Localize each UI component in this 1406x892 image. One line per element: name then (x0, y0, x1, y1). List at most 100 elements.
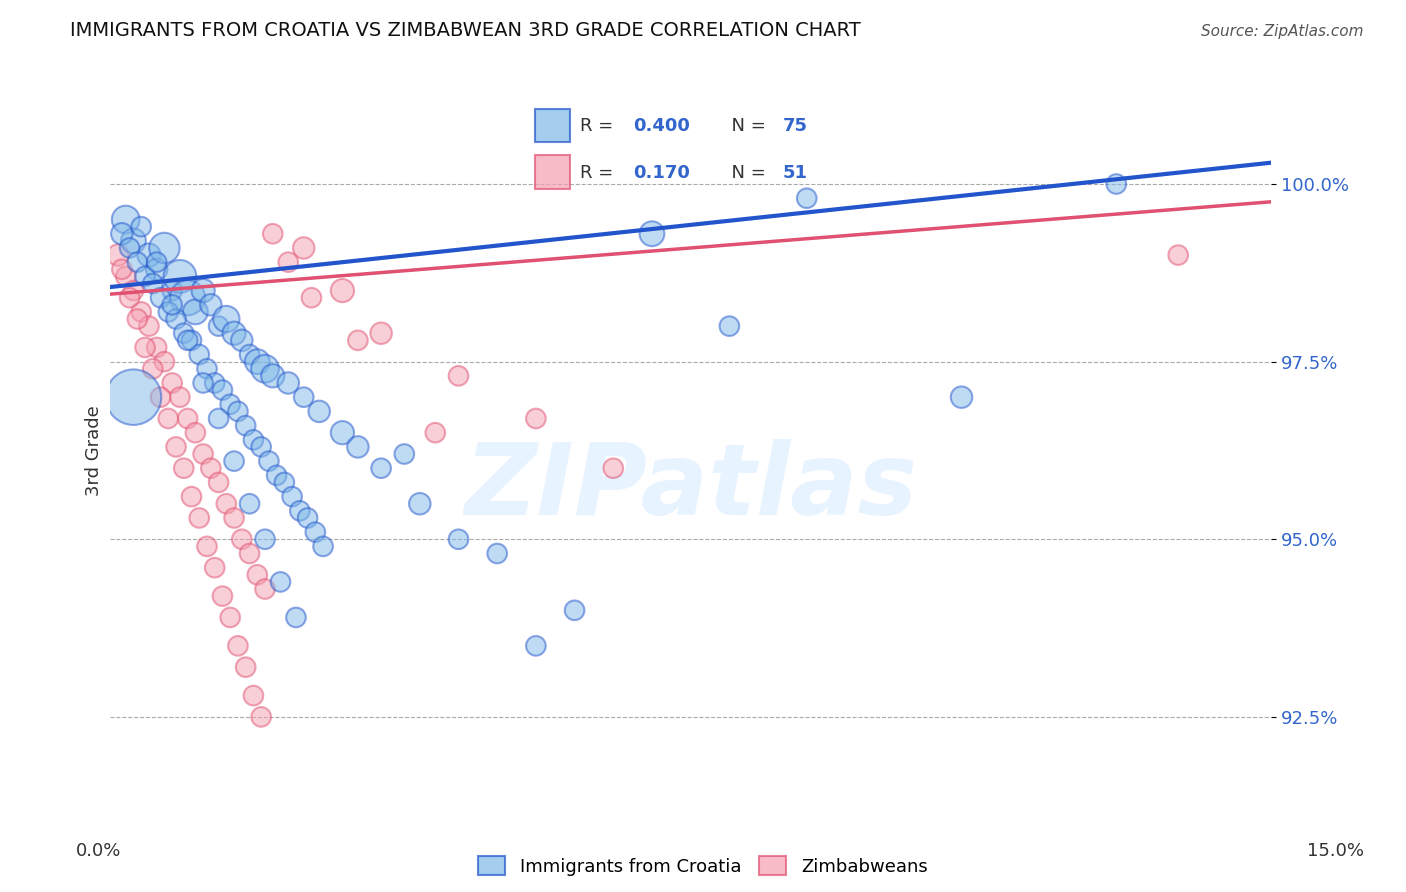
Point (129, 305, 152, 319)
Point (153, 241, 176, 255)
Point (602, 461, 624, 475)
Point (277, 376, 299, 390)
Point (226, 639, 249, 653)
Point (347, 440, 370, 454)
Point (176, 411, 198, 425)
Point (281, 490, 304, 504)
Point (231, 533, 253, 547)
Point (114, 269, 136, 284)
Point (165, 312, 187, 326)
Point (176, 291, 198, 305)
Point (253, 361, 276, 376)
Point (118, 291, 141, 305)
Point (114, 212, 136, 227)
Point (1167, 248, 1189, 262)
Point (127, 255, 149, 269)
Point (184, 425, 207, 440)
Point (301, 291, 323, 305)
Point (188, 347, 211, 361)
Point (297, 511, 319, 525)
Point (222, 326, 245, 341)
Point (176, 334, 198, 348)
Point (134, 341, 156, 355)
Point (153, 354, 176, 368)
Point (370, 326, 392, 341)
Point (222, 511, 245, 525)
Point (257, 454, 280, 468)
Point (242, 689, 264, 703)
Point (235, 418, 257, 433)
Point (262, 227, 284, 241)
Point (524, 411, 547, 425)
Point (246, 567, 269, 582)
Point (312, 540, 335, 554)
Point (107, 248, 129, 262)
Point (122, 390, 145, 404)
Point (191, 284, 214, 298)
Point (111, 262, 134, 277)
Point (129, 219, 152, 234)
Point (266, 468, 288, 483)
Point (262, 368, 284, 383)
Point (524, 639, 547, 653)
Point (242, 433, 264, 447)
Point (246, 354, 269, 368)
Point (122, 284, 145, 298)
Point (718, 319, 741, 334)
Point (180, 334, 202, 348)
Point (447, 368, 470, 383)
Point (207, 319, 229, 334)
Point (370, 461, 392, 475)
Point (332, 425, 354, 440)
Point (219, 610, 242, 624)
Point (149, 291, 172, 305)
Point (250, 440, 273, 454)
Point (564, 603, 586, 617)
Point (292, 241, 315, 255)
Point (184, 305, 207, 319)
Point (211, 383, 233, 397)
Point (215, 497, 238, 511)
Point (145, 341, 167, 355)
Point (238, 546, 260, 560)
Point (226, 404, 249, 418)
Point (292, 390, 315, 404)
Point (285, 610, 308, 624)
Point (157, 411, 180, 425)
Point (332, 284, 354, 298)
Text: IMMIGRANTS FROM CROATIA VS ZIMBABWEAN 3RD GRADE CORRELATION CHART: IMMIGRANTS FROM CROATIA VS ZIMBABWEAN 3R… (70, 21, 860, 39)
Point (157, 305, 180, 319)
Point (304, 525, 326, 540)
Point (235, 660, 257, 674)
Point (145, 255, 167, 269)
Point (122, 234, 145, 248)
Point (169, 269, 191, 284)
Point (173, 326, 195, 341)
Point (149, 390, 172, 404)
Point (207, 475, 229, 490)
Point (486, 546, 509, 560)
Legend: Immigrants from Croatia, Zimbabweans: Immigrants from Croatia, Zimbabweans (471, 849, 935, 883)
Point (134, 269, 156, 284)
Point (200, 461, 222, 475)
Point (204, 376, 226, 390)
Point (145, 262, 167, 277)
Point (1105, 177, 1128, 191)
Point (231, 334, 253, 348)
Point (641, 227, 664, 241)
Text: ZIPatlas: ZIPatlas (464, 439, 917, 536)
Point (950, 390, 973, 404)
Point (191, 376, 214, 390)
Text: 0.0%: 0.0% (76, 842, 121, 860)
Point (118, 241, 141, 255)
Text: Source: ZipAtlas.com: Source: ZipAtlas.com (1201, 24, 1364, 38)
Point (138, 319, 160, 334)
Point (142, 361, 165, 376)
Point (142, 277, 165, 291)
Point (211, 589, 233, 603)
Point (347, 334, 370, 348)
Point (204, 560, 226, 574)
Point (207, 411, 229, 425)
Point (270, 574, 292, 589)
Point (219, 397, 242, 411)
